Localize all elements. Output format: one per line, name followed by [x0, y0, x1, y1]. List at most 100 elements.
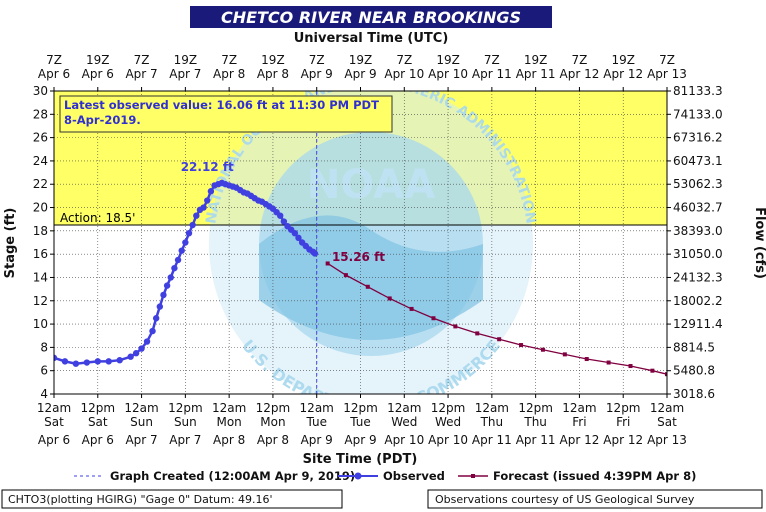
observed-point	[152, 315, 160, 322]
bottom-tick-day: Wed	[391, 415, 417, 429]
forecast-point	[409, 306, 414, 311]
observed-point	[200, 204, 207, 211]
observed-point	[163, 282, 171, 289]
bottom-tick-day: Sun	[174, 415, 197, 429]
forecast-point	[343, 273, 348, 278]
noaa-seal-wave	[259, 215, 483, 340]
forecast-point	[325, 261, 330, 266]
top-tick-date: Apr 7	[125, 67, 157, 81]
forecast-point	[365, 284, 370, 289]
observed-point	[185, 229, 193, 237]
flow-tick-label: 53062.3	[673, 177, 723, 191]
bottom-tick-day: Mon	[216, 415, 241, 429]
forecast-point	[431, 316, 436, 321]
flow-tick-label: 3018.6	[673, 387, 715, 401]
bottom-tick-date: Apr 6	[38, 433, 70, 447]
forecast-point	[665, 372, 667, 377]
observed-point	[149, 327, 156, 335]
y-tick-label: 22	[33, 177, 48, 191]
observed-point	[171, 264, 178, 272]
top-tick-label: 19Z	[86, 53, 110, 67]
y-tick-label: 20	[33, 201, 48, 215]
bottom-tick-date: Apr 7	[125, 433, 157, 447]
flow-tick-label: 31050.0	[673, 247, 723, 261]
noaa-watermark-text: NOAA	[307, 162, 435, 208]
observed-point	[132, 350, 140, 357]
footer-right-box	[427, 489, 763, 509]
top-tick-date: Apr 9	[344, 67, 376, 81]
observed-point	[167, 274, 174, 281]
y-tick-label: 18	[33, 224, 48, 238]
top-tick-date: Apr 8	[213, 67, 245, 81]
observed-point	[207, 188, 215, 195]
observed-point	[160, 291, 167, 299]
bottom-tick-date: Apr 9	[344, 433, 376, 447]
observed-point	[193, 212, 200, 219]
latest-value-text: Latest observed value: 16.06 ft at 11:30…	[64, 98, 379, 127]
top-tick-label: 7Z	[221, 53, 237, 67]
footer-right-text: Observations courtesy of US Geological S…	[435, 493, 695, 506]
observed-point	[83, 359, 91, 366]
top-tick-date: Apr 10	[384, 67, 424, 81]
flow-tick-label: 81133.3	[673, 84, 723, 98]
observed-point	[138, 345, 145, 352]
forecast-start-annotation: 15.26 ft	[332, 250, 385, 264]
footer-left-box	[1, 489, 343, 509]
observed-point	[72, 360, 80, 367]
peak-annotation: 22.12 ft	[181, 160, 234, 174]
bottom-tick-time: 12pm	[606, 401, 641, 415]
forecast-point	[475, 331, 480, 336]
chart-title: CHETCO RIVER NEAR BROOKINGS	[221, 8, 521, 27]
forecast-point	[497, 337, 502, 342]
legend-forecast-marker	[471, 474, 475, 478]
top-tick-label: 19Z	[611, 53, 635, 67]
flow-tick-label: 8814.5	[673, 340, 715, 354]
top-tick-label: 19Z	[174, 53, 198, 67]
forecast-point	[519, 343, 524, 348]
bottom-tick-date: Apr 10	[384, 433, 424, 447]
bottom-tick-time: 12am	[650, 401, 684, 415]
top-tick-label: 19Z	[524, 53, 548, 67]
bottom-tick-time: 12pm	[343, 401, 378, 415]
bottom-tick-time: 12am	[300, 401, 334, 415]
y-axis-right: 3018.6 5480.8 8814.5 12911.4 18002.2 24132.3 3…	[667, 84, 723, 401]
flow-tick-label: 18002.2	[673, 294, 723, 308]
forecast-point	[540, 347, 545, 352]
bottom-tick-day: Sat	[88, 415, 108, 429]
legend-observed-label: Observed	[383, 469, 445, 483]
observed-point	[204, 197, 211, 204]
y-tick-label: 4	[40, 387, 48, 401]
bottom-tick-date: Apr 13	[647, 433, 687, 447]
x-axis-label: Site Time (PDT)	[303, 452, 418, 467]
y-tick-label: 10	[33, 317, 48, 331]
y-tick-label: 24	[33, 154, 48, 168]
bottom-tick-date: Apr 10	[428, 433, 468, 447]
forecast-point	[628, 364, 633, 369]
observed-point	[280, 218, 288, 225]
top-tick-date: Apr 12	[560, 67, 600, 81]
bottom-tick-date: Apr 8	[257, 433, 289, 447]
bottom-tick-date: Apr 7	[169, 433, 201, 447]
bottom-tick-time: 12am	[212, 401, 246, 415]
bottom-tick-date: Apr 9	[301, 433, 333, 447]
latest-value-callout	[59, 95, 393, 133]
flow-tick-label: 5480.8	[673, 364, 715, 378]
top-tick-label: 7Z	[309, 53, 325, 67]
flow-tick-label: 74133.0	[673, 107, 723, 121]
top-tick-date: Apr 10	[428, 67, 468, 81]
bottom-tick-day: Tue	[349, 415, 371, 429]
y-tick-label: 16	[33, 247, 48, 261]
legend-observed-marker	[354, 472, 362, 480]
observed-point	[291, 229, 299, 237]
bottom-tick-time: 12am	[562, 401, 596, 415]
y-tick-label: 26	[33, 131, 48, 145]
top-tick-label: 7Z	[484, 53, 500, 67]
bottom-tick-date: Apr 12	[560, 433, 600, 447]
observed-point	[311, 250, 319, 257]
top-tick-label: 7Z	[46, 53, 62, 67]
bottom-tick-date: Apr 8	[213, 433, 245, 447]
observed-point	[178, 247, 185, 254]
y-tick-label: 6	[40, 364, 48, 378]
y2-axis-label: Flow (cfs)	[752, 207, 766, 279]
